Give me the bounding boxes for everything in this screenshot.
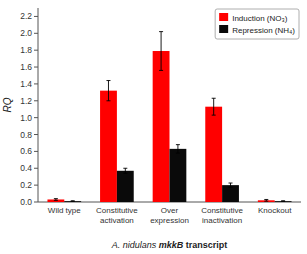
error-bar [229,183,233,187]
legend-label: Induction (NO₃) [232,14,288,23]
x-tick-label: Knockout [258,206,292,215]
x-axis-label-part: A. [111,240,121,250]
legend-box [215,9,299,39]
x-tick-label-line: Constitutive [96,206,138,215]
y-tick-label: 0.6 [20,146,32,156]
x-tick-label-line: Over [161,206,179,215]
legend-label: Repression (NH₄) [232,26,295,35]
error-bar [106,81,110,101]
y-tick-label: 1.0 [20,113,32,123]
bar [170,149,187,202]
y-tick [34,168,38,169]
legend-swatch [219,13,228,21]
y-axis: 0.0 0.2 0.4 0.6 0.8 1.0 1.2 1.4 1.6 1.8 2.0 2.2 [20,11,38,207]
y-tick [34,16,38,17]
x-axis-label: A. nidulans mkkB transcript [111,240,228,250]
y-tick-label: 0.2 [20,180,32,190]
y-tick [34,185,38,186]
y-tick [34,151,38,152]
y-tick [34,67,38,68]
error-bar [54,199,58,201]
y-tick-label: 1.6 [20,62,32,72]
y-axis-line [38,8,39,202]
y-axis-label: RQ [2,97,13,112]
legend: Induction (NO₃) Repression (NH₄) [215,9,299,39]
y-tick-label: 1.2 [20,96,32,106]
y-tick [34,100,38,101]
x-axis-label-part: nidulans [120,240,157,250]
x-tick-label: Overexpression [150,206,189,225]
y-tick [34,83,38,84]
bar [100,91,117,202]
y-tick-label: 0.4 [20,163,32,173]
bar [117,171,134,202]
x-tick-label-line: activation [100,216,134,225]
x-tick-label: Wild type [48,206,81,215]
bar [153,51,170,202]
x-tick-label-line: inactivation [202,216,242,225]
bars [47,32,291,202]
x-axis: Wild typeConstitutiveactivationOverexpre… [48,206,292,225]
bar [275,201,292,202]
y-tick [34,33,38,34]
y-tick [34,50,38,51]
error-bar [176,145,180,153]
chart: 0.0 0.2 0.4 0.6 0.8 1.0 1.2 1.4 1.6 1.8 2.0 2.2 Wild… [0,0,307,254]
x-tick-label: Constitutiveactivation [96,206,138,225]
error-bar [159,32,163,71]
y-tick [34,134,38,135]
error-bar [123,168,127,173]
bar [47,199,64,202]
x-tick-label-line: Wild type [48,206,81,215]
background [0,0,307,254]
y-tick [34,202,38,203]
bar [64,201,81,202]
x-tick-label-line: Constitutive [201,206,243,215]
y-tick-label: 1.4 [20,79,32,89]
y-tick [34,117,38,118]
x-axis-label-part: transcript [183,240,227,250]
y-tick-label: 0.0 [20,197,32,207]
x-tick-label-line: Knockout [258,206,292,215]
bar [258,200,275,202]
x-tick-label-line: expression [150,216,189,225]
y-tick-label: 0.8 [20,130,32,140]
y-tick-label: 1.8 [20,45,32,55]
error-bar [264,199,268,201]
error-bar [281,200,285,202]
error-bar [212,98,216,115]
y-tick-label: 2.2 [20,11,32,21]
bar [205,107,222,202]
error-bar [71,200,75,202]
x-tick-label: Constitutiveinactivation [201,206,243,225]
legend-swatch [219,25,228,33]
y-tick-label: 2.0 [20,28,32,38]
x-axis-label-part: mkkB [156,240,184,250]
